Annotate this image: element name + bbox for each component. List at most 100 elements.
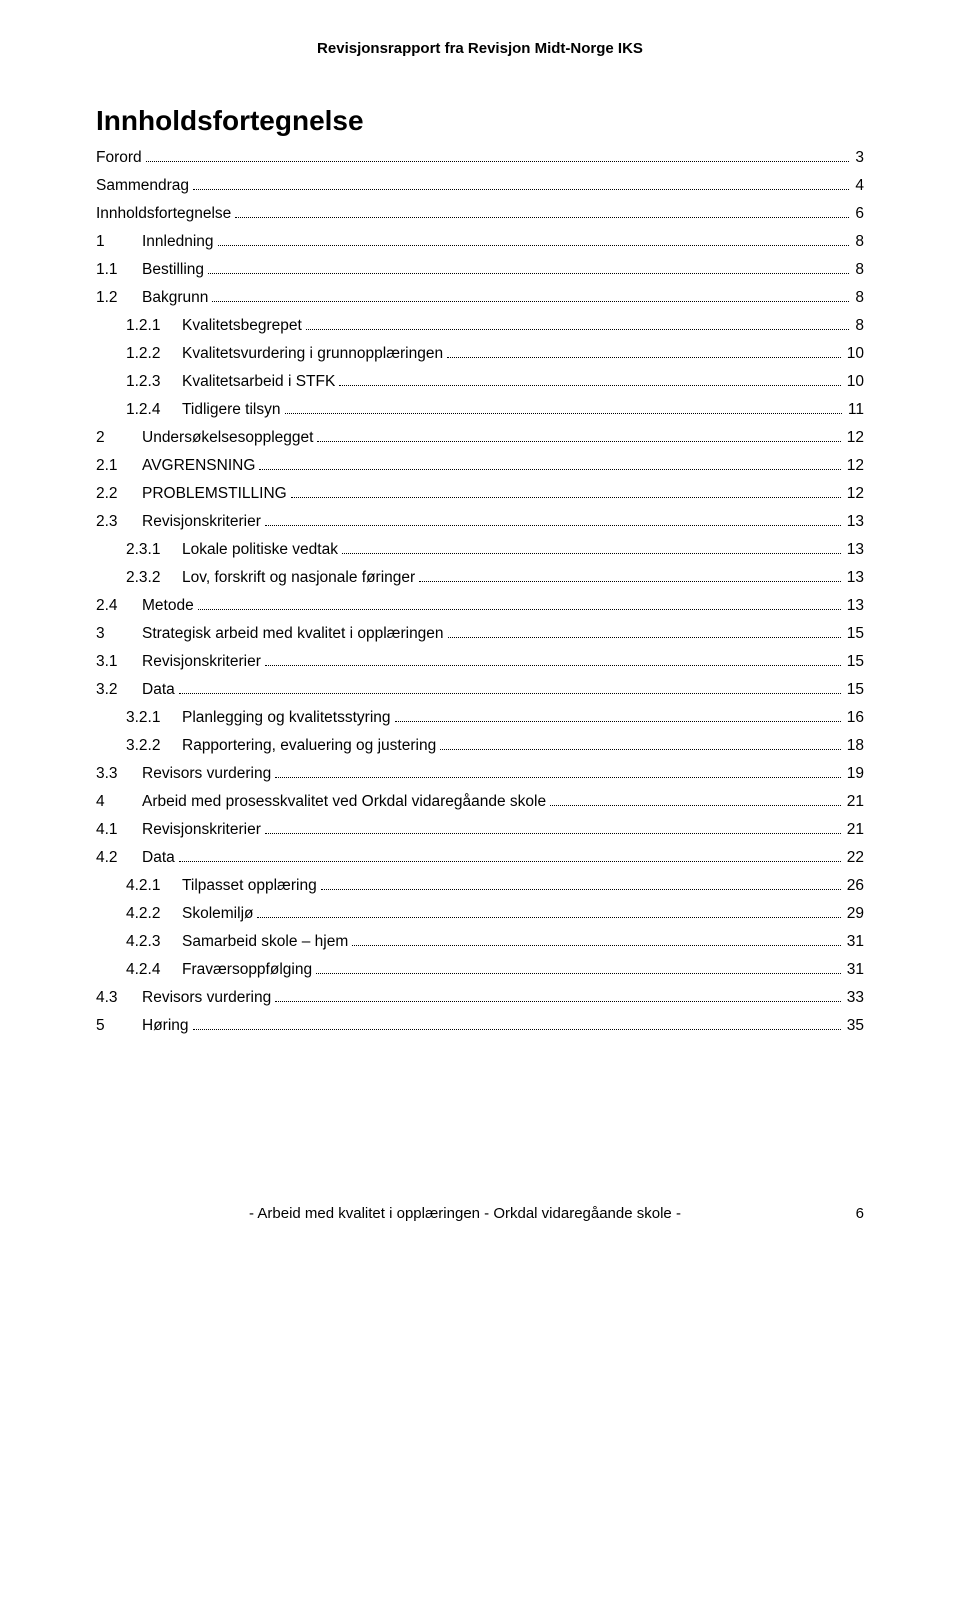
toc-entry-number: 3	[96, 625, 142, 643]
toc-row: 1.2.3Kvalitetsarbeid i STFK10	[96, 373, 864, 391]
toc-row: 3Strategisk arbeid med kvalitet i opplær…	[96, 625, 864, 643]
toc-entry-label: Lokale politiske vedtak	[182, 541, 338, 559]
toc-entry-page: 4	[853, 177, 864, 195]
toc-row: 1Innledning8	[96, 233, 864, 251]
toc-entry-label: Sammendrag	[96, 177, 189, 195]
toc-entry-number: 2.3.2	[126, 569, 182, 587]
toc-entry-number: 4.2.3	[126, 933, 182, 951]
toc-leader	[275, 767, 841, 778]
toc-entry-page: 31	[845, 961, 864, 979]
toc-leader	[339, 375, 840, 386]
toc-entry-page: 8	[853, 261, 864, 279]
toc-leader	[275, 991, 841, 1002]
toc-entry-page: 11	[846, 401, 864, 419]
toc-entry-label: Revisors vurdering	[142, 989, 271, 1007]
toc-entry-label: Tilpasset opplæring	[182, 877, 317, 895]
toc-row: 4.2.4Fraværsoppfølging31	[96, 961, 864, 979]
toc-leader	[257, 907, 840, 918]
toc-entry-number: 1.2	[96, 289, 142, 307]
toc-leader	[265, 655, 841, 666]
toc-row: 4.2.3Samarbeid skole – hjem31	[96, 933, 864, 951]
toc-entry-label: Revisjonskriterier	[142, 653, 261, 671]
toc-leader	[235, 207, 849, 218]
page-title: Innholdsfortegnelse	[96, 105, 864, 137]
toc-entry-label: Innholdsfortegnelse	[96, 205, 231, 223]
toc-entry-number: 2	[96, 429, 142, 447]
toc-entry-label: Metode	[142, 597, 194, 615]
toc-entry-page: 19	[845, 765, 864, 783]
footer-page-number: 6	[834, 1205, 864, 1222]
toc-entry-label: PROBLEMSTILLING	[142, 485, 287, 503]
toc-row: 2.4Metode13	[96, 597, 864, 615]
toc-entry-number: 3.2.1	[126, 709, 182, 727]
toc-entry-number: 4.2	[96, 849, 142, 867]
toc-entry-page: 8	[853, 233, 864, 251]
toc-entry-page: 12	[845, 429, 864, 447]
toc-row: 2.3.1Lokale politiske vedtak13	[96, 541, 864, 559]
toc-entry-label: Revisjonskriterier	[142, 513, 261, 531]
toc-entry-label: Høring	[142, 1017, 189, 1035]
toc-entry-label: Forord	[96, 149, 142, 167]
toc-leader	[316, 963, 841, 974]
toc-entry-page: 18	[845, 737, 864, 755]
toc-leader	[419, 571, 841, 582]
toc-leader	[306, 319, 850, 330]
toc-entry-number: 3.2.2	[126, 737, 182, 755]
toc-entry-number: 4.2.4	[126, 961, 182, 979]
toc-entry-label: Strategisk arbeid med kvalitet i opplæri…	[142, 625, 444, 643]
toc-entry-label: Rapportering, evaluering og justering	[182, 737, 436, 755]
toc-row: 4.2Data22	[96, 849, 864, 867]
toc-entry-label: Skolemiljø	[182, 905, 253, 923]
toc-entry-number: 3.3	[96, 765, 142, 783]
toc-row: 3.2.2Rapportering, evaluering og justeri…	[96, 737, 864, 755]
toc-leader	[440, 739, 841, 750]
toc-leader	[146, 151, 850, 162]
toc-entry-label: Kvalitetsarbeid i STFK	[182, 373, 335, 391]
toc-entry-label: Arbeid med prosesskvalitet ved Orkdal vi…	[142, 793, 546, 811]
toc-leader	[342, 543, 841, 554]
toc-entry-page: 13	[845, 597, 864, 615]
toc-entry-label: Bakgrunn	[142, 289, 208, 307]
toc-leader	[550, 795, 841, 806]
toc-entry-label: Planlegging og kvalitetsstyring	[182, 709, 391, 727]
toc-row: 1.2.2Kvalitetsvurdering i grunnopplæring…	[96, 345, 864, 363]
toc-entry-page: 16	[845, 709, 864, 727]
toc-leader	[321, 879, 841, 890]
toc-entry-page: 15	[845, 681, 864, 699]
toc-entry-number: 4	[96, 793, 142, 811]
toc-entry-label: Undersøkelsesopplegget	[142, 429, 313, 447]
toc-entry-label: Kvalitetsvurdering i grunnopplæringen	[182, 345, 443, 363]
toc-leader	[317, 431, 840, 442]
toc-entry-number: 1.2.3	[126, 373, 182, 391]
toc-row: Forord3	[96, 149, 864, 167]
toc-leader	[395, 711, 841, 722]
toc-row: 4.2.1Tilpasset opplæring26	[96, 877, 864, 895]
page-footer: - Arbeid med kvalitet i opplæringen - Or…	[96, 1205, 864, 1222]
toc-leader	[291, 487, 841, 498]
toc-entry-page: 29	[845, 905, 864, 923]
toc-leader	[265, 823, 841, 834]
footer-text: - Arbeid med kvalitet i opplæringen - Or…	[96, 1205, 834, 1222]
page-header: Revisjonsrapport fra Revisjon Midt-Norge…	[96, 40, 864, 57]
toc-row: Innholdsfortegnelse6	[96, 205, 864, 223]
toc-entry-number: 4.2.1	[126, 877, 182, 895]
toc-entry-label: Revisjonskriterier	[142, 821, 261, 839]
toc-entry-page: 13	[845, 569, 864, 587]
toc-entry-number: 1.2.1	[126, 317, 182, 335]
toc-row: 3.3Revisors vurdering19	[96, 765, 864, 783]
toc-entry-label: Data	[142, 849, 175, 867]
toc-leader	[218, 235, 850, 246]
table-of-contents: Forord3Sammendrag4Innholdsfortegnelse61I…	[96, 149, 864, 1035]
toc-leader	[179, 683, 841, 694]
toc-leader	[212, 291, 849, 302]
toc-entry-number: 1.2.4	[126, 401, 182, 419]
toc-entry-page: 12	[845, 485, 864, 503]
toc-entry-label: Kvalitetsbegrepet	[182, 317, 302, 335]
toc-entry-number: 4.3	[96, 989, 142, 1007]
toc-leader	[265, 515, 841, 526]
toc-entry-page: 21	[845, 821, 864, 839]
toc-entry-number: 2.2	[96, 485, 142, 503]
toc-entry-page: 33	[845, 989, 864, 1007]
toc-row: 2.2PROBLEMSTILLING 12	[96, 485, 864, 503]
toc-leader	[208, 263, 849, 274]
